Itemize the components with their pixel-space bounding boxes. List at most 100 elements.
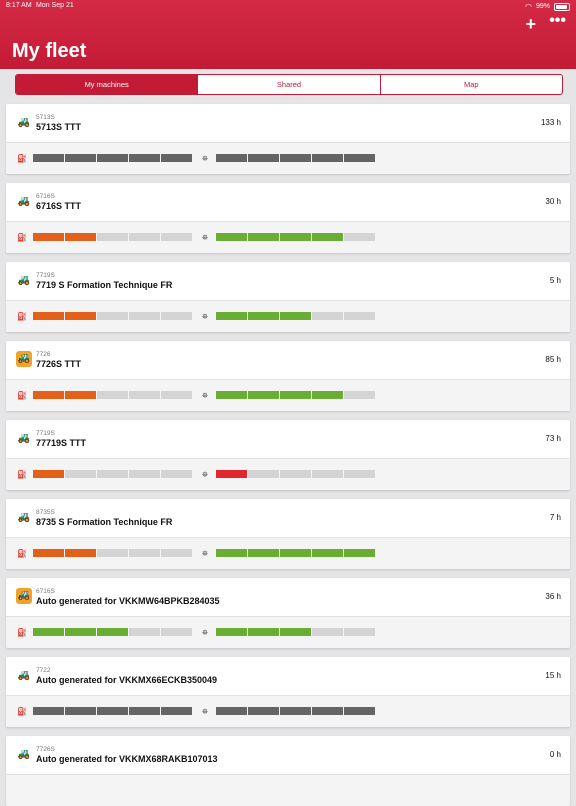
machine-name: 5713S TTT bbox=[36, 122, 82, 132]
def-level-segment bbox=[312, 628, 343, 636]
def-level-segment bbox=[248, 391, 279, 399]
def-level-segment bbox=[344, 154, 375, 162]
add-machine-button[interactable]: + bbox=[525, 14, 536, 34]
machine-name: 77719S TTT bbox=[36, 438, 87, 448]
machine-model: 6716S bbox=[36, 588, 55, 595]
machine-card-header: 🚜 7722 Auto generated for VKKMX66ECKB35004… bbox=[6, 657, 570, 695]
status-bar: 8:17 AM Mon Sep 21 ◠ 99% bbox=[0, 2, 576, 14]
machine-hours: 7 h bbox=[549, 513, 561, 522]
fuel-level-segment bbox=[97, 628, 128, 636]
fuel-pump-icon: ⛽ bbox=[17, 707, 27, 716]
fuel-level-segment bbox=[161, 233, 192, 241]
fuel-level-segment bbox=[65, 391, 96, 399]
fuel-level-segment bbox=[97, 154, 128, 162]
fuel-level-segment bbox=[129, 707, 160, 715]
fuel-level-bar bbox=[33, 391, 192, 399]
machine-card-header: 🚜 8735S 8735 S Formation Technique FR 7 h bbox=[6, 499, 570, 537]
machine-model: 8735S bbox=[36, 509, 55, 516]
def-level-segment bbox=[216, 233, 247, 241]
def-level-segment bbox=[216, 549, 247, 557]
machine-model: 7726 bbox=[36, 351, 51, 358]
machine-card[interactable]: 🚜 8735S 8735 S Formation Technique FR 7 h ⛽ ⛯ bbox=[6, 499, 570, 569]
machine-card[interactable]: 🚜 7719S 7719 S Formation Technique FR 5 h ⛽ ⛯ bbox=[6, 262, 570, 332]
fuel-level-segment bbox=[65, 549, 96, 557]
def-level-segment bbox=[312, 549, 343, 557]
fuel-level-segment bbox=[97, 233, 128, 241]
machine-name: 7719 S Formation Technique FR bbox=[36, 280, 173, 290]
battery-icon bbox=[554, 2, 570, 11]
machine-card[interactable]: 🚜 6716S Auto generated for VKKMW64BPKB2840… bbox=[6, 578, 570, 648]
fuel-level-segment bbox=[129, 628, 160, 636]
def-level-icon: ⛯ bbox=[201, 154, 209, 163]
fuel-level-segment bbox=[129, 470, 160, 478]
machine-icon: 🚜 bbox=[17, 670, 31, 681]
def-level-icon: ⛯ bbox=[201, 628, 209, 637]
machine-hours: 85 h bbox=[545, 355, 561, 364]
fuel-level-segment bbox=[97, 312, 128, 320]
machine-card-header: 🚜 7726 7726S TTT 85 h bbox=[6, 341, 570, 379]
def-level-segment bbox=[344, 312, 375, 320]
def-level-segment bbox=[216, 154, 247, 162]
def-level-segment bbox=[280, 312, 311, 320]
def-level-bar bbox=[216, 312, 375, 320]
machine-icon: 🚜 bbox=[17, 512, 31, 523]
def-level-bar bbox=[216, 233, 375, 241]
machine-hours: 5 h bbox=[549, 276, 561, 285]
def-level-bar bbox=[216, 391, 375, 399]
def-level-segment bbox=[248, 154, 279, 162]
machine-hours: 36 h bbox=[545, 592, 561, 601]
fuel-level-segment bbox=[129, 233, 160, 241]
def-level-segment bbox=[280, 233, 311, 241]
machine-card[interactable]: 🚜 7722 Auto generated for VKKMX66ECKB35004… bbox=[6, 657, 570, 727]
machine-levels: ⛽ ⛯ bbox=[6, 616, 570, 648]
def-level-segment bbox=[280, 470, 311, 478]
tab-shared[interactable]: Shared bbox=[197, 75, 379, 94]
machine-icon: 🚜 bbox=[17, 275, 31, 286]
machine-levels: ⛽ ⛯ bbox=[6, 300, 570, 332]
fuel-pump-icon: ⛽ bbox=[17, 549, 27, 558]
def-level-icon: ⛯ bbox=[201, 549, 209, 558]
fuel-level-bar bbox=[33, 707, 192, 715]
machine-card[interactable]: 🚜 7726 7726S TTT 85 h ⛽ ⛯ bbox=[6, 341, 570, 411]
def-level-segment bbox=[344, 233, 375, 241]
more-options-button[interactable]: ••• bbox=[549, 12, 566, 29]
fuel-level-segment bbox=[33, 312, 64, 320]
fuel-level-segment bbox=[65, 233, 96, 241]
tab-my-machines[interactable]: My machines bbox=[16, 75, 198, 94]
fuel-level-segment bbox=[65, 628, 96, 636]
machine-levels: ⛽ ⛯ bbox=[6, 379, 570, 411]
fuel-level-segment bbox=[129, 391, 160, 399]
machine-hours: 15 h bbox=[545, 671, 561, 680]
def-level-icon: ⛯ bbox=[201, 312, 209, 321]
tab-map[interactable]: Map bbox=[379, 75, 562, 94]
def-level-segment bbox=[312, 154, 343, 162]
machine-card[interactable]: 🚜 7726S Auto generated for VKKMX68RAKB1070… bbox=[6, 736, 570, 806]
def-level-segment bbox=[344, 549, 375, 557]
fuel-level-segment bbox=[129, 154, 160, 162]
fuel-level-segment bbox=[33, 628, 64, 636]
fuel-level-segment bbox=[97, 707, 128, 715]
machine-card[interactable]: 🚜 7719S 77719S TTT 73 h ⛽ ⛯ bbox=[6, 420, 570, 490]
fuel-level-segment bbox=[65, 707, 96, 715]
machine-hours: 73 h bbox=[545, 434, 561, 443]
fuel-pump-icon: ⛽ bbox=[17, 470, 27, 479]
fuel-level-segment bbox=[161, 549, 192, 557]
fuel-level-segment bbox=[161, 312, 192, 320]
fuel-level-segment bbox=[33, 154, 64, 162]
machine-card[interactable]: 🚜 6716S 6716S TTT 30 h ⛽ ⛯ bbox=[6, 183, 570, 253]
def-level-bar bbox=[216, 470, 375, 478]
fuel-level-bar bbox=[33, 233, 192, 241]
machine-levels: ⛽ ⛯ bbox=[6, 142, 570, 174]
def-level-bar bbox=[216, 549, 375, 557]
machine-icon: 🚜 bbox=[17, 196, 31, 207]
def-level-icon: ⛯ bbox=[201, 707, 209, 716]
fuel-level-segment bbox=[129, 312, 160, 320]
def-level-segment bbox=[312, 391, 343, 399]
status-time: 8:17 AM bbox=[6, 2, 32, 9]
fuel-level-segment bbox=[65, 470, 96, 478]
machine-levels: ⛽ ⛯ bbox=[6, 537, 570, 569]
machine-levels bbox=[6, 774, 570, 806]
fuel-level-segment bbox=[33, 233, 64, 241]
machine-alert-icon: 🚜 bbox=[16, 351, 32, 367]
machine-card[interactable]: 🚜 5713S 5713S TTT 133 h ⛽ ⛯ bbox=[6, 104, 570, 174]
